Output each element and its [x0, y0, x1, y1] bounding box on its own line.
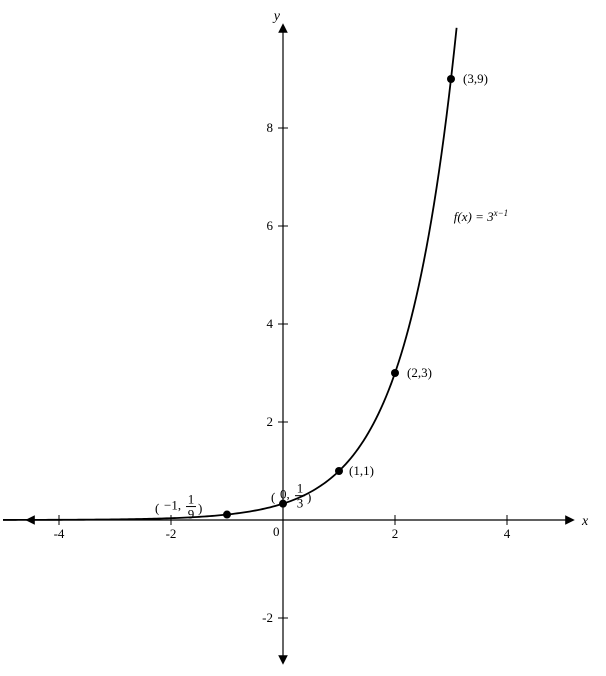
- function-curve: [3, 28, 457, 520]
- svg-text:(: (: [155, 501, 159, 516]
- x-tick-label: -4: [54, 526, 65, 541]
- function-label: f(x) = 3x−1: [454, 208, 508, 224]
- svg-text:1: 1: [188, 492, 195, 507]
- svg-text:(: (: [271, 490, 275, 505]
- chart-container: yx0-4-224-22468(−1,19)(0,13)(1,1)(2,3)(3…: [0, 0, 606, 676]
- y-tick-label: 4: [267, 316, 274, 331]
- y-tick-label: -2: [262, 610, 273, 625]
- point-label: (3,9): [463, 71, 488, 86]
- y-tick-label: 2: [267, 414, 274, 429]
- x-tick-label: 2: [392, 526, 399, 541]
- y-axis-label: y: [272, 9, 281, 24]
- point-label: (1,1): [349, 463, 374, 478]
- svg-text:): ): [198, 501, 202, 516]
- origin-label: 0: [273, 524, 280, 539]
- svg-text:0,: 0,: [280, 487, 290, 502]
- data-point: [335, 467, 343, 475]
- data-point: [223, 511, 231, 519]
- y-tick-label: 8: [267, 120, 274, 135]
- svg-text:9: 9: [188, 507, 195, 522]
- x-tick-label: -2: [166, 526, 177, 541]
- point-label: (2,3): [407, 365, 432, 380]
- svg-text:−1,: −1,: [164, 498, 181, 513]
- svg-text:3: 3: [297, 496, 304, 511]
- x-tick-label: 4: [504, 526, 511, 541]
- x-axis-label: x: [581, 514, 589, 529]
- data-point: [391, 369, 399, 377]
- data-point: [447, 75, 455, 83]
- svg-text:): ): [307, 490, 311, 505]
- y-tick-label: 6: [267, 218, 274, 233]
- exponential-chart: yx0-4-224-22468(−1,19)(0,13)(1,1)(2,3)(3…: [0, 0, 606, 676]
- svg-text:1: 1: [297, 481, 304, 496]
